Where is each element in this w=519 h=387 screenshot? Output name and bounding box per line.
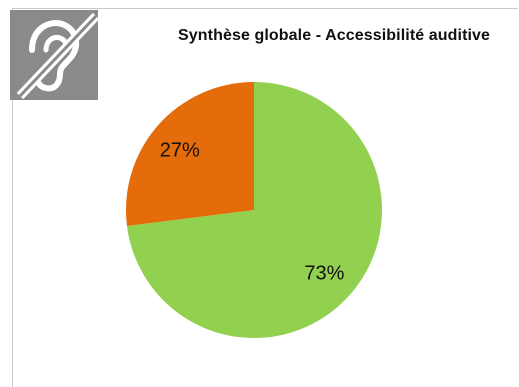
pie-slice-27 — [125, 82, 254, 227]
pie-slice-73 — [127, 82, 383, 338]
hearing-impairment-badge — [10, 10, 98, 100]
pie-slice-label-73: 73% — [304, 262, 344, 284]
chart-frame — [12, 8, 518, 387]
pie-slice-label-27: 27% — [160, 139, 200, 161]
hearing-impairment-icon — [10, 10, 98, 100]
chart-title: Synthèse globale - Accessibilité auditiv… — [178, 27, 491, 44]
